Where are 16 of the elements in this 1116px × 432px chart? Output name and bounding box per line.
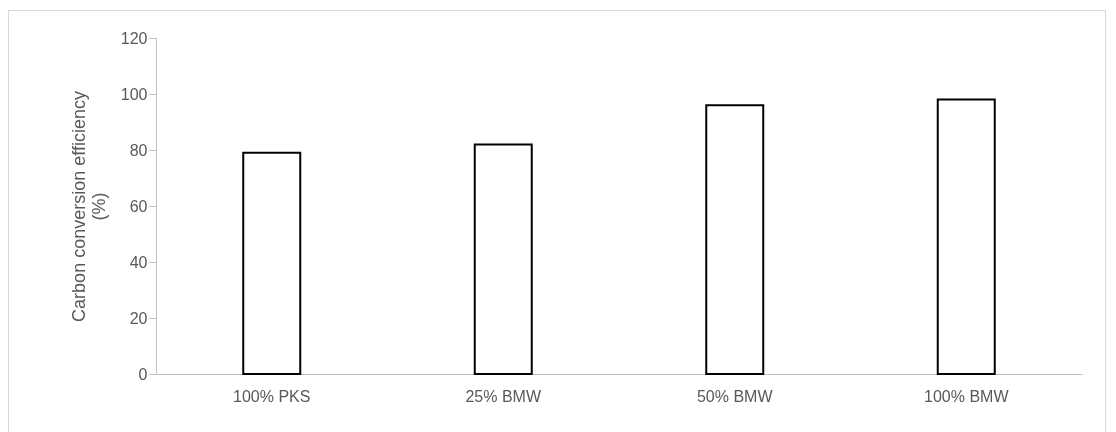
x-tick-label: 100% PKS <box>233 387 311 405</box>
x-tick-label: 100% BMW <box>924 387 1010 405</box>
y-tick-label: 80 <box>129 141 148 159</box>
y-tick-label: 0 <box>138 365 148 383</box>
y-tick-label: 120 <box>120 29 148 47</box>
y-axis-title: Carbon conversion efficiency (%) <box>68 91 109 322</box>
bar <box>473 143 533 375</box>
y-tick-label: 60 <box>129 197 148 215</box>
x-tick-label: 50% BMW <box>696 387 774 405</box>
y-tick-label: 100 <box>120 85 148 103</box>
x-tick-label: 25% BMW <box>465 387 542 405</box>
y-tick-label: 40 <box>129 253 148 271</box>
bar <box>705 104 765 375</box>
bar <box>242 151 302 375</box>
bar <box>936 98 996 375</box>
y-tick-label: 20 <box>129 309 148 327</box>
